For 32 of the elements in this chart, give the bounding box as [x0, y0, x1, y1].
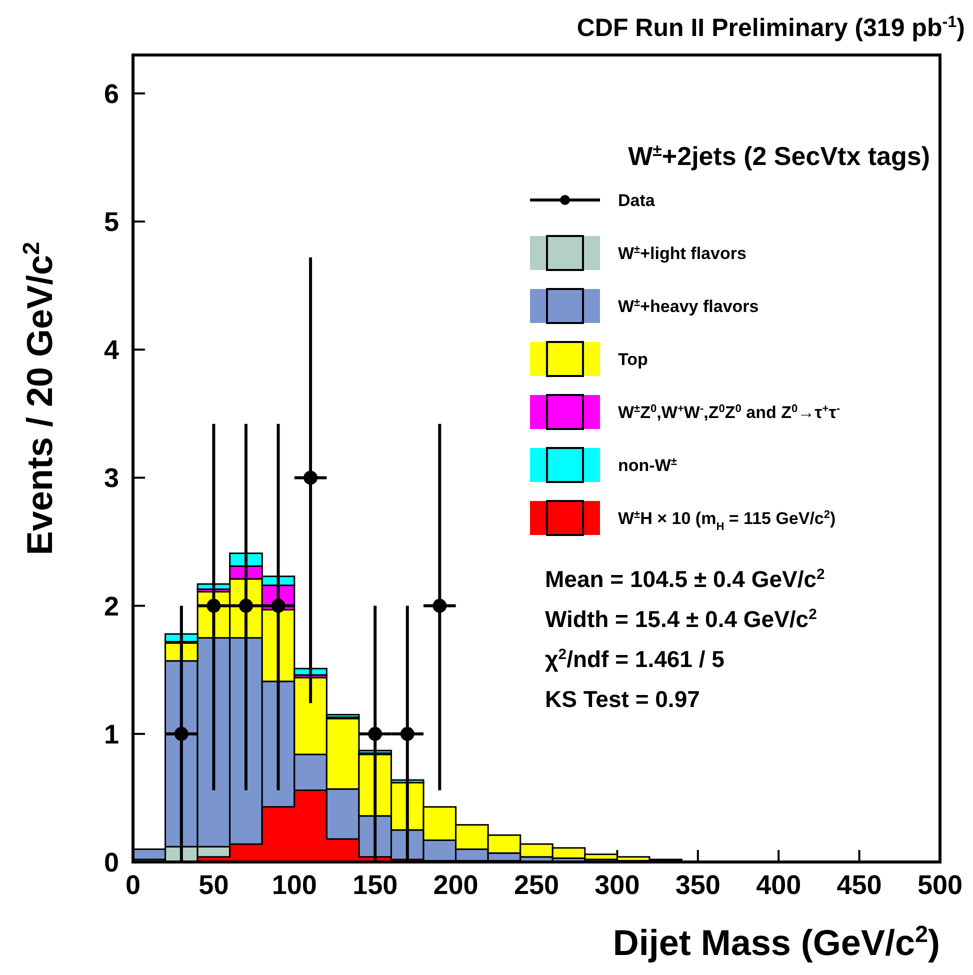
legend-label: non-W$^{±}$ [618, 456, 677, 475]
legend-label: W$^{±}$H × 10 (m$_{H}$ = 115 GeV/c$^{2}$) [618, 508, 836, 533]
x-tick-label: 0 [125, 870, 141, 900]
x-tick-label: 500 [917, 870, 963, 900]
annotation: Mean = 104.5 ± 0.4 GeV/c$^{2}$ [545, 566, 825, 592]
legend-label: W$^{±}$+light flavors [618, 244, 746, 263]
legend-label: W$^{±}$+heavy flavors [618, 296, 759, 316]
x-tick-label: 400 [756, 870, 802, 900]
x-tick-label: 100 [272, 870, 317, 900]
text: W$^{±}$Z$^{0}$,W$^{+}$W$^{-}$,Z$^{0}$Z$^{0}$ and Z$^{0}$→τ$^{+}$τ$^{-}$ [618, 402, 840, 422]
annotation: Width = 15.4 ± 0.4 GeV/c$^{2}$ [545, 606, 817, 632]
annotation: KS Test = 0.97 [545, 686, 700, 712]
chart-title: CDF Run II Preliminary (319 pb$^{-1}$) [576, 13, 965, 42]
x-tick-label: 150 [352, 870, 398, 900]
x-tick-label: 450 [836, 870, 882, 900]
y-tick-label: 2 [104, 591, 119, 622]
legend-label: Data [618, 190, 656, 210]
y-tick-label: 5 [104, 206, 119, 237]
legend-label: Top [618, 350, 648, 369]
y-tick-label: 1 [104, 719, 119, 750]
y-tick-label: 4 [104, 335, 119, 366]
x-tick-label: 250 [514, 870, 560, 900]
x-axis-title: Dijet Mass (GeV/c$^{2}$) [612, 921, 940, 963]
text: W$^{±}$+2jets (2 SecVtx tags) [628, 140, 930, 171]
y-tick-label: 3 [104, 463, 119, 494]
annotation: χ$^{2}$/ndf = 1.461 / 5 [545, 646, 725, 672]
x-tick-label: 350 [675, 870, 720, 900]
x-tick-label: 200 [433, 870, 478, 900]
x-tick-label: 50 [198, 870, 229, 900]
y-tick-label: 0 [104, 847, 119, 878]
x-tick-label: 300 [594, 870, 640, 900]
y-tick-label: 6 [104, 78, 119, 109]
